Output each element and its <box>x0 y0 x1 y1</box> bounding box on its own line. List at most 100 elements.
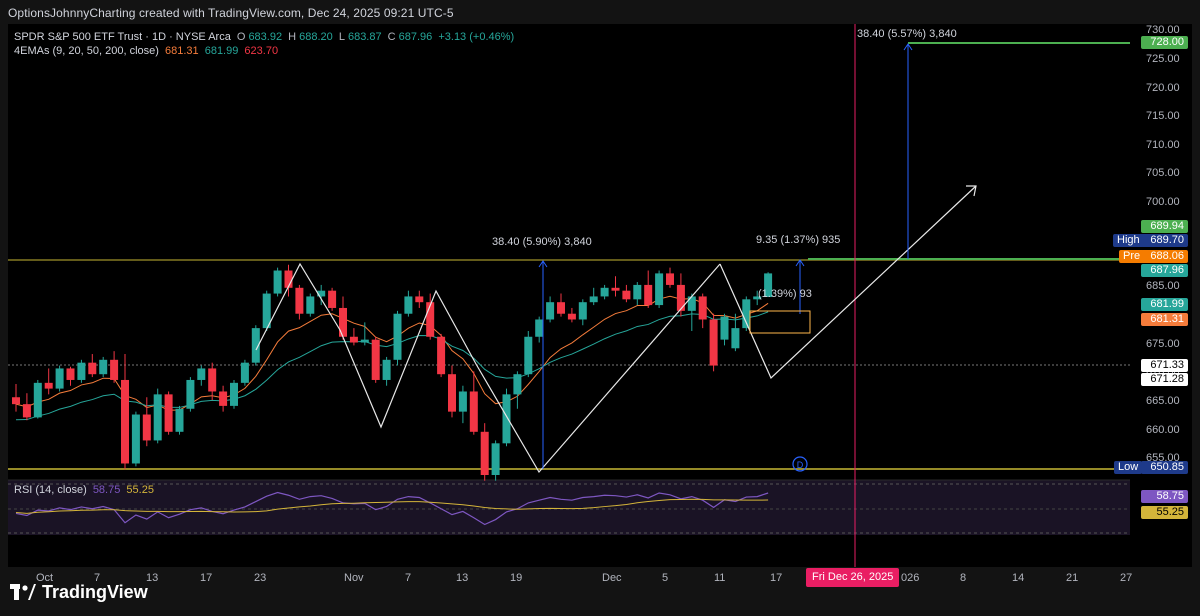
candle-body <box>491 443 500 475</box>
candle-body <box>676 284 685 311</box>
candle-body <box>251 328 260 363</box>
candle-body <box>666 273 674 285</box>
date-axis-label: 5 <box>662 572 669 584</box>
date-axis-label: 13 <box>456 572 469 584</box>
rsi-ma-line <box>15 498 769 514</box>
candle-body <box>764 273 773 298</box>
high-value: 688.20 <box>299 31 333 43</box>
candle-body <box>186 379 195 409</box>
price-tag-689-94: 689.94 <box>1141 220 1188 233</box>
candle-body <box>546 302 555 320</box>
ema-20-line <box>15 311 769 421</box>
candle-body <box>589 296 598 303</box>
measure-arrowhead-mid <box>795 259 805 267</box>
candle-body <box>404 296 413 314</box>
change-value: +3.13 (+0.46%) <box>438 31 515 43</box>
target-price-tag: 728.00 <box>1141 36 1188 49</box>
ema-value-3: 623.70 <box>244 45 279 57</box>
date-axis-label: 27 <box>1120 572 1133 584</box>
candle-body <box>110 359 119 380</box>
candle-body <box>77 362 86 380</box>
candle-body <box>12 397 20 405</box>
date-axis-label: 7 <box>94 572 101 584</box>
date-axis-label: Nov <box>344 572 364 584</box>
crosshair-date-tag: Fri Dec 26, 2025 <box>806 568 900 587</box>
rsi-ma-tag: 55.25 <box>1141 506 1188 519</box>
candle-body <box>33 382 42 418</box>
candle-body <box>480 431 489 475</box>
low-price-tag: 650.85 <box>1141 461 1188 474</box>
last-price-tag: 687.96 <box>1141 264 1188 277</box>
rsi-panel-bg <box>8 480 1130 535</box>
candle-body <box>644 284 653 306</box>
ema2-price-tag: 681.99 <box>1141 298 1188 311</box>
ema-legend[interactable]: 4EMAs (9, 20, 50, 200, close) 681.31 681… <box>14 45 281 57</box>
date-axis-label: 17 <box>200 572 213 584</box>
candle-body <box>731 328 740 349</box>
date-axis-label: 23 <box>254 572 267 584</box>
candle-body <box>524 336 533 375</box>
rsi-legend[interactable]: RSI (14, close) 58.75 55.25 <box>14 484 157 496</box>
high-label: H <box>288 31 297 43</box>
candle-body <box>55 368 64 389</box>
attribution-text: OptionsJohnnyCharting created with Tradi… <box>8 6 454 20</box>
date-axis-label: 11 <box>714 572 726 584</box>
candle-body <box>753 296 762 300</box>
level-tag-671-28: 671.28 <box>1141 373 1188 386</box>
close-label: C <box>387 31 396 43</box>
tradingview-logo-icon <box>10 584 36 600</box>
measure-label-mid: 9.35 (1.37%) 935 <box>756 234 841 246</box>
date-axis-label: 13 <box>146 572 159 584</box>
date-axis-label: 21 <box>1066 572 1079 584</box>
chart-frame[interactable]: D SPDR S&P 500 ETF Trust · 1D · NYSE Arc… <box>8 24 1192 587</box>
open-value: 683.92 <box>248 31 283 43</box>
candle-body <box>22 404 31 418</box>
rsi-value: 58.75 <box>92 484 121 496</box>
measure-label-inner: (1.39%) 93 <box>758 288 812 300</box>
low-label: L <box>338 31 345 43</box>
price-axis-label: 730.00 <box>1146 24 1180 36</box>
date-axis-label: Oct <box>36 572 54 584</box>
premarket-label-tag: Pre <box>1119 250 1145 263</box>
rsi-line <box>15 491 769 526</box>
date-axis-label: 026 <box>901 572 920 584</box>
candle-body <box>633 284 642 300</box>
price-axis-label: 660.00 <box>1146 424 1180 436</box>
candle-body <box>709 319 718 366</box>
date-axis-label: 8 <box>960 572 967 584</box>
candle-body <box>284 270 293 288</box>
candle-body <box>502 394 511 444</box>
candle-body <box>208 368 217 392</box>
symbol-legend[interactable]: SPDR S&P 500 ETF Trust · 1D · NYSE Arca … <box>14 31 517 43</box>
tradingview-branding[interactable]: TradingView <box>10 578 148 606</box>
candle-body <box>448 374 456 412</box>
brand-name: TradingView <box>42 581 148 602</box>
date-axis-label: Dec <box>602 572 622 584</box>
arrow-head <box>966 185 977 197</box>
date-axis-label: 19 <box>510 572 523 584</box>
price-axis-label: 720.00 <box>1146 82 1180 94</box>
candle-body <box>131 414 140 464</box>
candle-body <box>437 336 446 375</box>
candle-body <box>513 374 522 395</box>
price-axis-label: 665.00 <box>1146 395 1180 407</box>
close-value: 687.96 <box>398 31 433 43</box>
price-axis-label: 685.00 <box>1146 280 1180 292</box>
high-label-tag: High <box>1113 234 1144 247</box>
date-axis-label: 17 <box>770 572 783 584</box>
candle-body <box>219 391 228 406</box>
candle-body <box>469 391 478 432</box>
chart-canvas[interactable]: D <box>8 24 1192 567</box>
candle-body <box>382 359 391 380</box>
candle-body <box>328 290 337 308</box>
trend-arrow-drawing <box>719 185 977 380</box>
candle-body <box>240 362 249 383</box>
candle-body <box>295 287 304 314</box>
candle-body <box>99 359 108 375</box>
ema-value-2: 681.99 <box>204 45 239 57</box>
event-marker-letter: D <box>797 460 804 470</box>
candle-body <box>262 293 271 329</box>
price-axis-label: 705.00 <box>1146 167 1180 179</box>
premarket-price-tag: 688.06 <box>1141 250 1188 263</box>
open-label: O <box>236 31 246 43</box>
